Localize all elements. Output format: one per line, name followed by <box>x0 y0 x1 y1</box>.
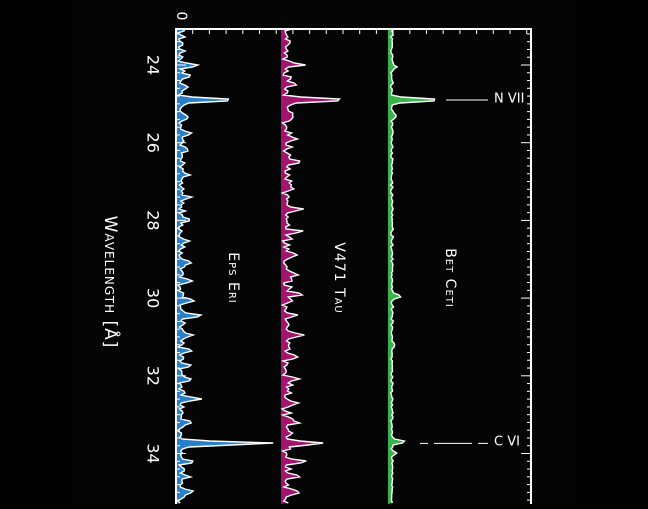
x-tick-label-group: 26 <box>144 133 163 153</box>
series-line-bet-ceti <box>389 28 436 504</box>
x-axis-title-group: Wavelength [Å] <box>100 216 122 349</box>
series-line-v471-tau <box>280 28 342 504</box>
series-label-eps-eri-group: Eps Eri <box>225 252 241 303</box>
series-label-eps-eri: Eps Eri <box>225 252 241 303</box>
x-tick-label: 34 <box>144 443 163 463</box>
x-tick-label-group: 30 <box>144 288 163 308</box>
x-tick-label-group: 34 <box>144 443 163 463</box>
series-fill-eps-eri <box>176 29 274 504</box>
annotation-label-c-vi: C VI <box>494 435 520 450</box>
series-line-eps-eri <box>176 28 274 504</box>
x-tick-label-group: 28 <box>144 210 163 230</box>
x-tick-label: 32 <box>144 366 163 386</box>
line-annotations <box>420 99 488 444</box>
x-tick-label: 24 <box>144 55 163 75</box>
y-tick-label: 0 <box>173 12 189 21</box>
x-axis-title: Wavelength [Å] <box>100 216 122 349</box>
y-tick-zero-group: 0 <box>173 12 189 21</box>
series-label-bet-ceti: Bet Ceti <box>442 248 458 308</box>
x-tick-labels: 24 26 28 30 32 34 <box>144 55 163 464</box>
x-tick-label: 30 <box>144 288 163 308</box>
series-label-v471-tau-group: V471 Tau <box>331 242 347 313</box>
annotation-label-n-vii: N VII <box>494 92 524 107</box>
series-label-v471-tau: V471 Tau <box>331 242 347 313</box>
series-label-bet-ceti-group: Bet Ceti <box>442 248 458 308</box>
plot-frame <box>175 28 532 504</box>
x-tick-label: 26 <box>144 133 163 153</box>
x-tick-label-group: 24 <box>144 55 163 75</box>
tick-marks <box>176 29 531 501</box>
x-tick-label: 28 <box>144 210 163 230</box>
series-lines <box>176 28 436 504</box>
x-tick-label-group: 32 <box>144 366 163 386</box>
axes-frame <box>175 28 532 504</box>
plot-background <box>72 0 576 504</box>
